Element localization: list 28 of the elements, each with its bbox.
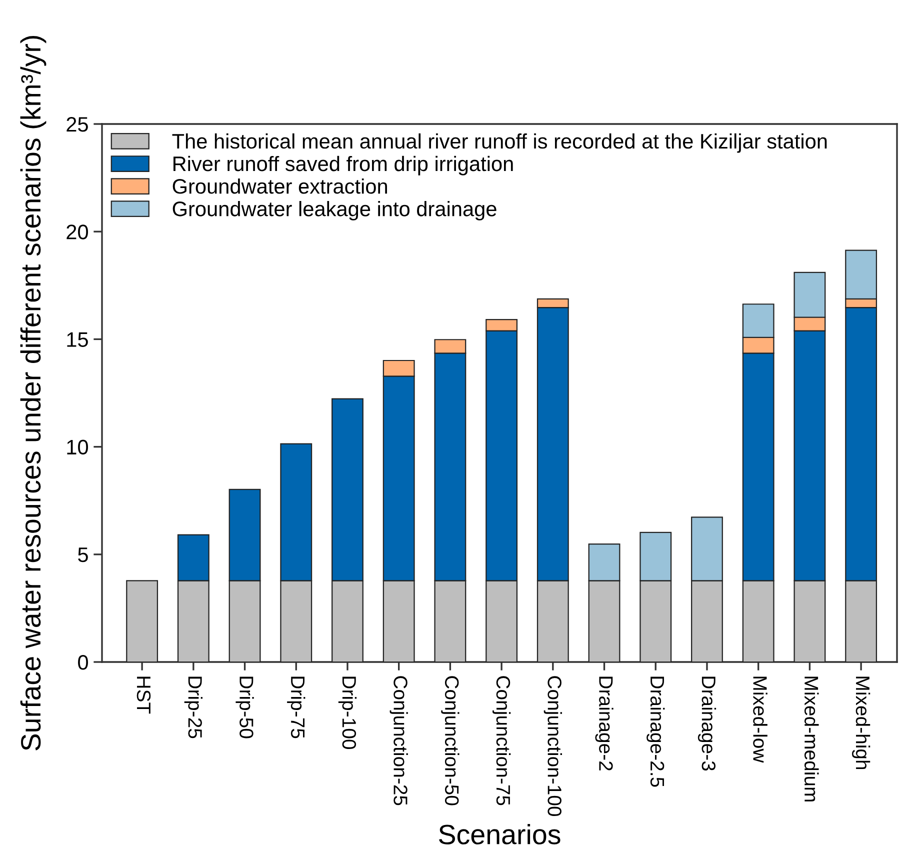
- x-tick-label: Drip-25: [184, 676, 202, 738]
- x-tick-label: Mixed-high: [852, 676, 870, 770]
- y-tick-label: 10: [67, 440, 88, 455]
- x-tick-label: Drip-100: [338, 676, 357, 750]
- x-axis-title: Scenarios: [439, 824, 560, 844]
- x-tick-label: Drainage-2: [595, 676, 614, 770]
- x-tick-label: Conjunction-50: [441, 676, 460, 806]
- x-tick-label: HST: [136, 676, 151, 714]
- y-axis-title: Surface water resources under different scenarios (km³/yr): [20, 36, 46, 750]
- x-tick-label: Drip-50: [236, 676, 254, 738]
- y-tick-label: 0: [78, 655, 88, 670]
- x-tick-label: Conjunction-25: [390, 676, 408, 806]
- y-tick-label: 5: [78, 548, 88, 562]
- x-tick-label: Conjunction-75: [492, 676, 511, 806]
- y-tick-label: 20: [66, 224, 88, 240]
- legend-label: Groundwater leakage into drainage: [172, 201, 496, 220]
- legend-label: River runoff saved from drip irrigation: [174, 156, 513, 176]
- legend-label: The historical mean annual river runoff is recorded at the Kiziljar station: [172, 133, 827, 153]
- x-tick-label: Drainage-2.5: [646, 676, 665, 787]
- bar: [126, 580, 158, 662]
- x-tick-label: Mixed-medium: [804, 676, 819, 802]
- x-tick-label: Mixed-low: [753, 676, 768, 763]
- x-tick-label: Conjunction-100: [544, 676, 562, 816]
- y-tick-label: 15: [67, 332, 88, 347]
- legend-label: Groundwater extraction: [172, 178, 387, 194]
- x-tick-label: Drainage-3: [698, 676, 716, 771]
- y-tick-label: 25: [66, 117, 88, 132]
- x-tick-label: Drip-75: [287, 676, 306, 738]
